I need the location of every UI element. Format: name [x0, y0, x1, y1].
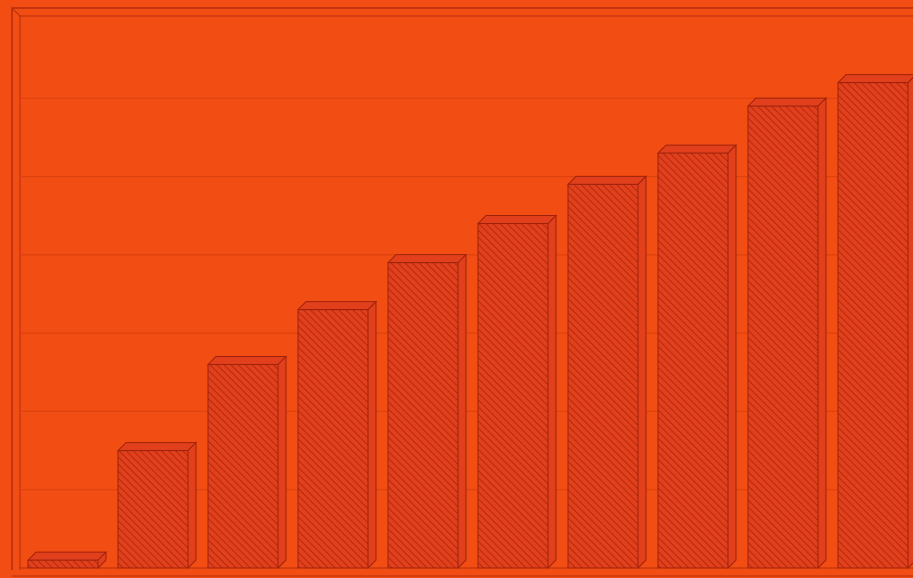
- bar: [26, 550, 108, 570]
- bar: [206, 355, 288, 570]
- bar-top: [386, 254, 468, 264]
- bar-side: [187, 441, 197, 570]
- bar-front: [567, 183, 639, 569]
- bar-front: [747, 105, 819, 569]
- bar-top: [26, 551, 108, 561]
- bar-front: [657, 152, 729, 569]
- bar-side: [367, 300, 377, 570]
- bar-front: [117, 450, 189, 569]
- bar-top: [206, 355, 288, 365]
- bar-side: [637, 175, 647, 570]
- bar-top: [746, 97, 828, 107]
- bar-top: [296, 301, 378, 311]
- bar: [656, 143, 738, 570]
- bar-top: [836, 74, 913, 84]
- bar-side: [727, 143, 737, 570]
- bar-front: [297, 309, 369, 569]
- bar-side: [907, 76, 913, 570]
- bar: [566, 175, 648, 570]
- bar-front: [27, 559, 99, 569]
- frame: [11, 7, 913, 570]
- bar-front: [207, 363, 279, 569]
- bar-top: [656, 144, 738, 154]
- bar: [746, 96, 828, 570]
- bar-front: [837, 82, 909, 569]
- bar-front: [387, 262, 459, 569]
- bar-top: [566, 175, 648, 185]
- frame-corner: [11, 7, 21, 17]
- bar: [296, 300, 378, 570]
- bar-front: [477, 223, 549, 569]
- bar: [476, 214, 558, 570]
- bar-side: [547, 214, 557, 570]
- bar-top: [116, 442, 198, 452]
- bar-side: [277, 355, 287, 570]
- bar-side: [457, 253, 467, 570]
- bar: [116, 441, 198, 570]
- bar-side: [817, 96, 827, 570]
- bar-top: [476, 215, 558, 225]
- bar: [836, 74, 913, 570]
- bar: [386, 253, 468, 570]
